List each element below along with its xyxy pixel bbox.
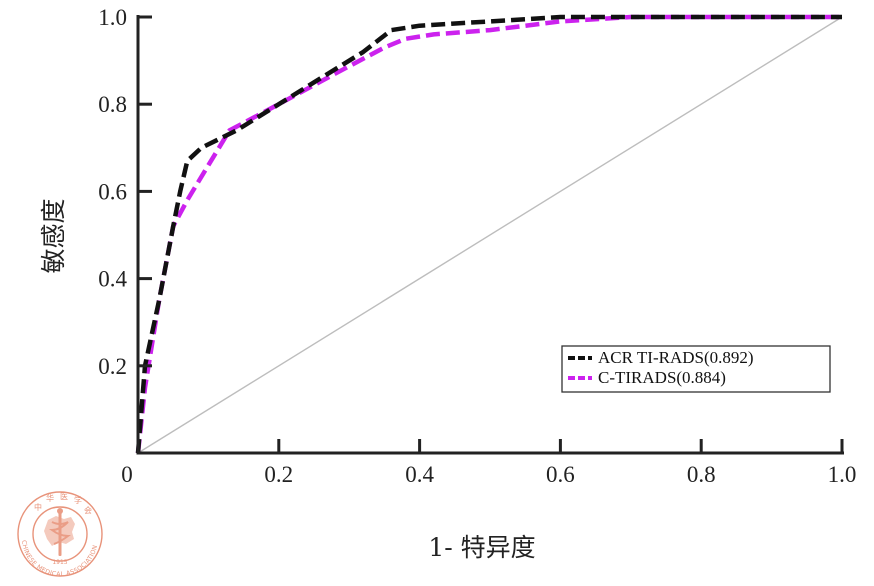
y-tick-label: 1.0 bbox=[98, 5, 127, 30]
legend-label-acr: ACR TI-RADS(0.892) bbox=[598, 348, 754, 367]
y-tick-label: 0.8 bbox=[98, 92, 127, 117]
x-tick-label: 0.6 bbox=[546, 462, 575, 487]
legend: ACR TI-RADS(0.892) C-TIRADS(0.884) bbox=[561, 345, 831, 393]
logo-year: 1915 bbox=[52, 559, 67, 566]
legend-label-ctirads: C-TIRADS(0.884) bbox=[598, 368, 726, 387]
x-tick-label: 0.4 bbox=[405, 462, 434, 487]
logo-char-3: 医 bbox=[60, 492, 68, 501]
series-line-c-tirads bbox=[135, 14, 842, 454]
y-tick-label: 0.2 bbox=[98, 354, 127, 379]
legend-box bbox=[561, 345, 831, 393]
x-tick-label: 0 bbox=[121, 462, 133, 487]
x-tick-label: 1.0 bbox=[828, 462, 857, 487]
y-axis-title: 敏感度 bbox=[39, 198, 68, 273]
logo-char-2: 华 bbox=[46, 493, 54, 503]
x-axis-title: 1- 特异度 bbox=[428, 533, 535, 562]
reference-diagonal-line bbox=[137, 16, 843, 454]
logo-char-4: 学 bbox=[74, 495, 82, 505]
x-tick-label: 0.8 bbox=[687, 462, 716, 487]
chinese-medical-association-logo: 中 华 医 学 会 CHINESE MEDICAL ASSOCIATION 19… bbox=[17, 491, 103, 578]
logo-char-5: 会 bbox=[84, 505, 92, 515]
logo-char-1: 中 bbox=[34, 502, 42, 512]
series-line-acr-ti-rads bbox=[135, 14, 842, 454]
y-tick-label: 0.6 bbox=[98, 179, 127, 204]
y-tick-label: 0.4 bbox=[98, 267, 127, 292]
x-tick-label: 0.2 bbox=[264, 462, 293, 487]
